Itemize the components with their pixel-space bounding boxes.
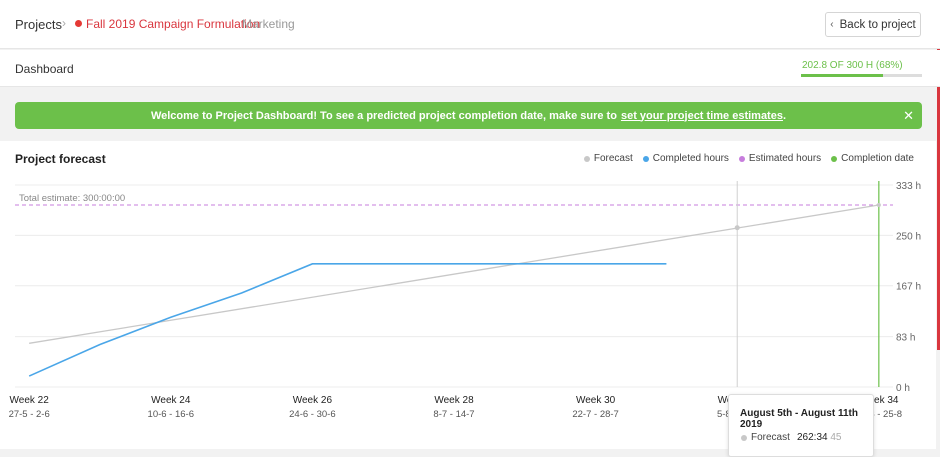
- chevron-left-icon: ‹: [830, 19, 834, 30]
- x-tick-label-4: Week 30: [576, 395, 616, 406]
- legend-dot-2: [738, 155, 745, 162]
- tooltip-value: 262:34 45: [797, 432, 842, 443]
- tooltip-label: Forecast: [751, 432, 790, 443]
- legend-item-0: Forecast: [583, 153, 633, 164]
- x-tick-label-0: Week 22: [10, 395, 50, 406]
- x-tick-label-1: Week 24: [151, 395, 191, 406]
- legend-item-2: Estimated hours: [738, 153, 822, 164]
- tooltip-value-main: 262:34: [797, 432, 828, 443]
- legend-item-1: Completed hours: [642, 153, 729, 164]
- top-bar: Projects › Fall 2019 Campaign Formulatio…: [0, 0, 940, 49]
- legend-label-3: Completion date: [841, 153, 914, 164]
- legend-dot-1: [642, 155, 649, 162]
- welcome-banner: Welcome to Project Dashboard! To see a p…: [15, 102, 922, 129]
- legend-label-0: Forecast: [593, 153, 633, 164]
- project-color-dot: [75, 20, 82, 27]
- progress-bar: [801, 74, 922, 77]
- series-line-completed: [28, 263, 667, 377]
- legend-label-2: Estimated hours: [748, 153, 822, 164]
- set-estimates-link[interactable]: set your project time estimates: [620, 109, 783, 122]
- page-title: Dashboard: [15, 62, 74, 76]
- x-tick-range-4: 22-7 - 28-7: [572, 409, 618, 420]
- tooltip-forecast-dot: [741, 435, 747, 441]
- legend-item-3: Completion date: [831, 153, 914, 164]
- y-tick-label-3: 250 h: [896, 231, 921, 242]
- x-tick-range-2: 24-6 - 30-6: [289, 409, 335, 420]
- progress-bar-fill: [801, 74, 884, 77]
- tooltip-value-secondary: 45: [830, 432, 842, 443]
- x-tick-range-0: 27-5 - 2-6: [9, 409, 50, 420]
- y-tick-label-1: 83 h: [896, 333, 915, 344]
- x-tick-range-3: 8-7 - 14-7: [433, 409, 474, 420]
- chart-tooltip: August 5th - August 11th 2019 Forecast 2…: [728, 394, 874, 457]
- tooltip-title: August 5th - August 11th 2019: [740, 408, 858, 430]
- project-forecast-card: Project forecast Forecast Completed hours…: [0, 141, 936, 457]
- x-tick-label-3: Week 28: [434, 395, 474, 406]
- y-tick-label-2: 167 h: [896, 282, 921, 293]
- total-estimate-label: Total estimate: 300:00:00: [19, 193, 125, 204]
- y-tick-label-0: 0 h: [896, 383, 910, 394]
- legend-label-1: Completed hours: [652, 153, 729, 164]
- x-tick-range-6: 19-8 - 25-8: [856, 409, 902, 420]
- x-tick-label-2: Week 26: [293, 395, 333, 406]
- breadcrumb-chevron-icon: ›: [62, 16, 66, 30]
- breadcrumb-project[interactable]: Fall 2019 Campaign Formulation: [86, 17, 261, 31]
- back-to-project-label: Back to project: [839, 18, 916, 31]
- x-tick-range-1: 10-6 - 16-6: [148, 409, 194, 420]
- close-icon[interactable]: ✕: [903, 108, 914, 123]
- back-to-project-button[interactable]: ‹ Back to project: [825, 12, 921, 37]
- chart-legend: Forecast Completed hours Estimated hours Co…: [583, 153, 914, 164]
- legend-dot-3: [831, 155, 838, 162]
- banner-text: Welcome to Project Dashboard! To see a p…: [150, 109, 617, 122]
- completion-point: [876, 203, 881, 208]
- breadcrumb-projects[interactable]: Projects: [15, 17, 62, 32]
- breadcrumb-client[interactable]: Marketing: [242, 17, 295, 31]
- y-tick-label-4: 333 h: [896, 181, 921, 192]
- dashboard-header: Dashboard 202.8 OF 300 H (68%): [0, 50, 940, 87]
- chart-title: Project forecast: [15, 152, 106, 166]
- x-tick-label-6: Week 34: [859, 395, 899, 406]
- progress-label: 202.8 OF 300 H (68%): [802, 60, 903, 71]
- legend-dot-0: [583, 155, 590, 162]
- window-edge: [937, 0, 940, 350]
- banner-suffix: .: [782, 109, 787, 122]
- hover-point: [734, 225, 740, 231]
